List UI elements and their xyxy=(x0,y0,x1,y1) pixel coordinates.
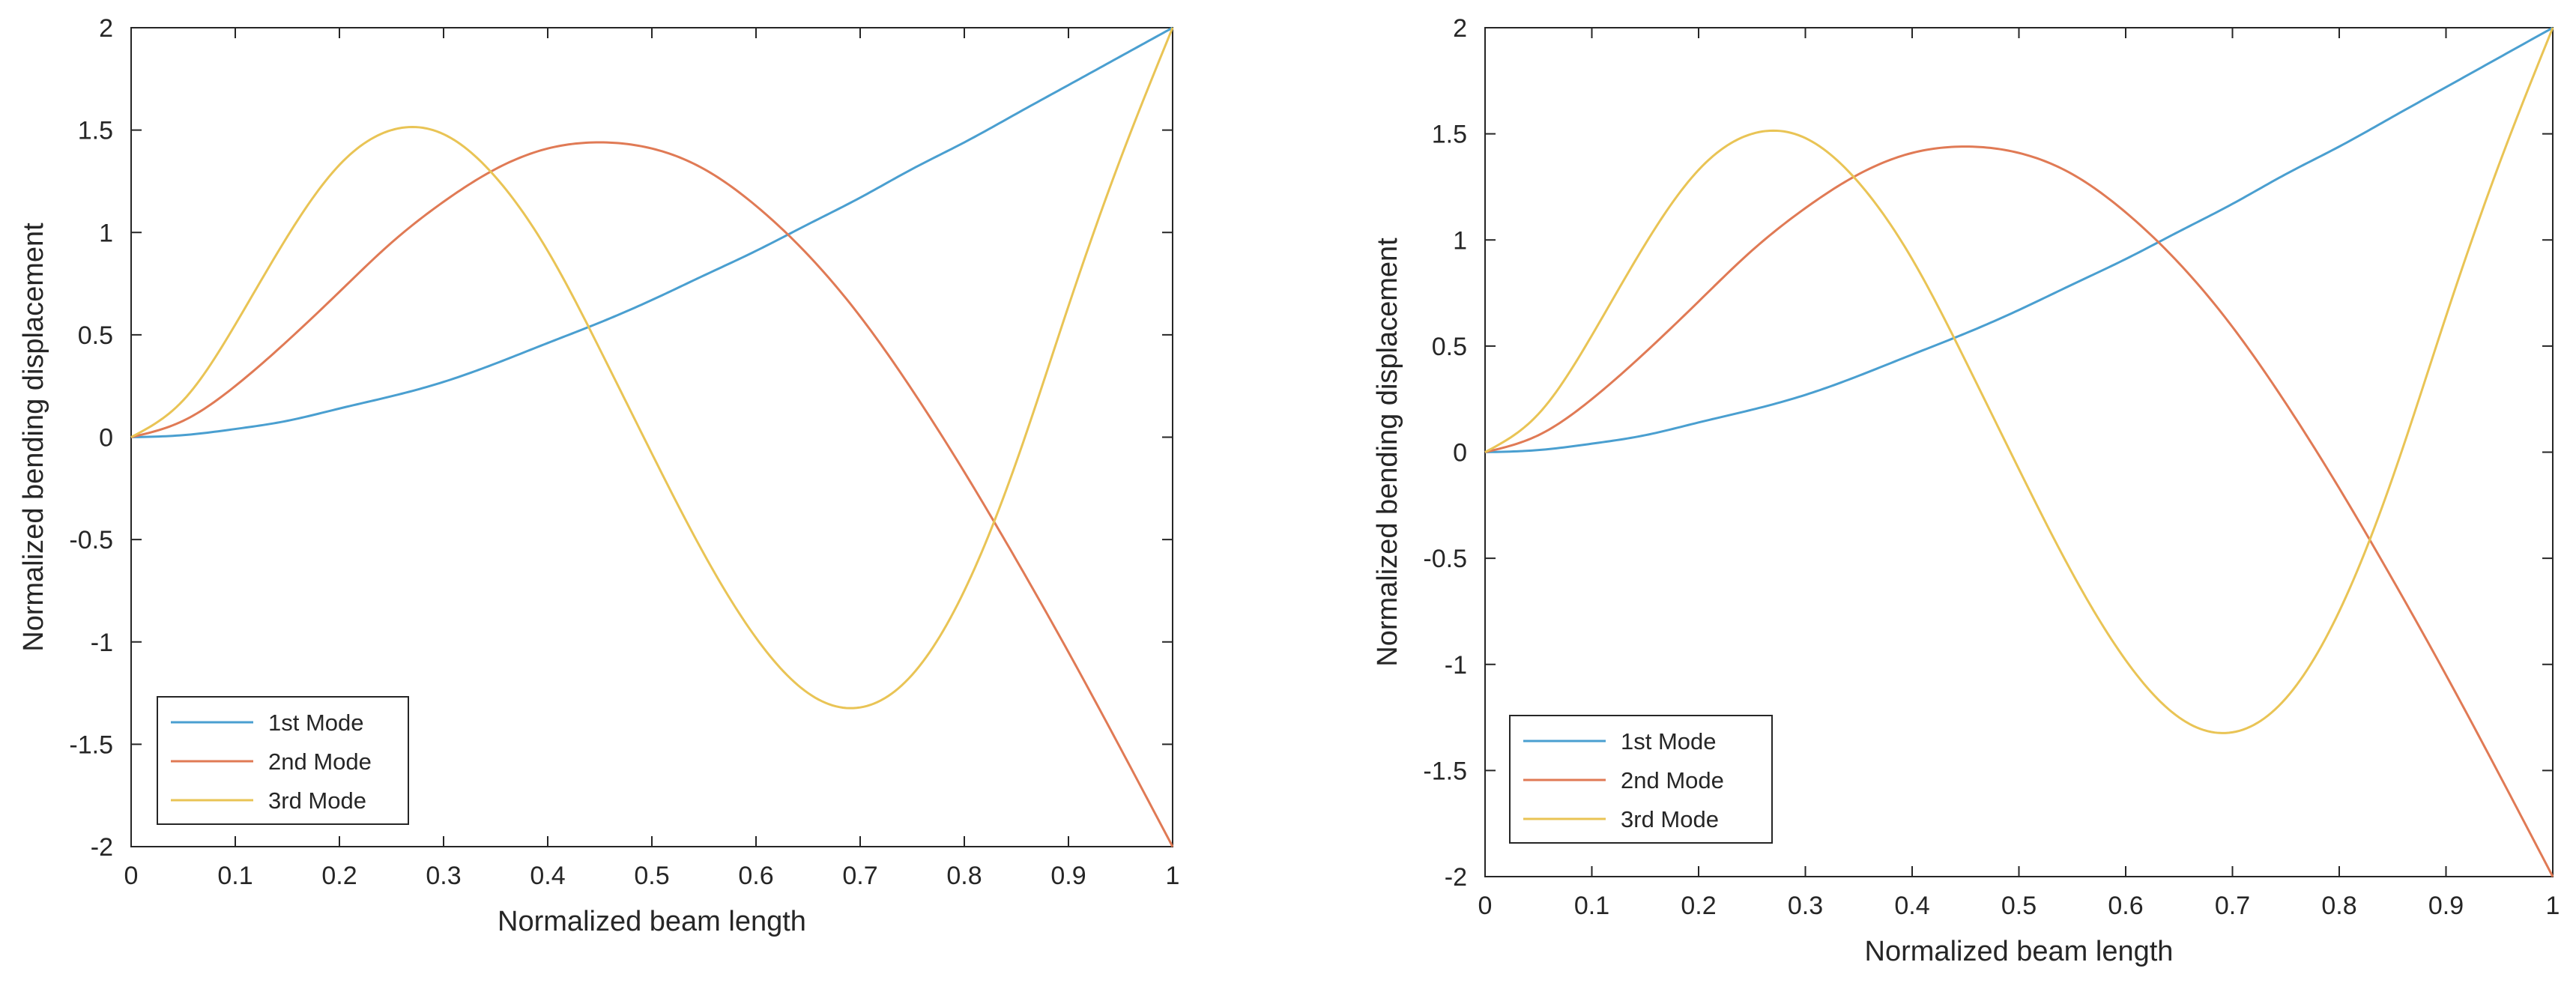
y-tick-label: -2 xyxy=(1445,863,1467,892)
x-tick-label: 0 xyxy=(124,862,139,890)
x-tick-label: 0.9 xyxy=(2428,892,2464,920)
x-tick-label: 0.3 xyxy=(426,862,461,890)
y-tick-label: -1 xyxy=(91,629,113,657)
series-line-3 xyxy=(130,27,1174,710)
y-tick-label: -2 xyxy=(91,833,113,862)
y-tick-label: -1 xyxy=(1445,651,1467,680)
x-tick-label: 0.8 xyxy=(946,862,982,890)
legend-label: 1st Mode xyxy=(1621,728,1717,754)
x-tick-label: 0.4 xyxy=(1894,892,1929,920)
y-tick-label: -1.5 xyxy=(69,731,113,759)
y-tick-label: -0.5 xyxy=(69,526,113,554)
x-tick-label: 1 xyxy=(2546,892,2560,920)
y-axis-label: Normalized bending displacement xyxy=(1372,238,1403,667)
y-tick-label: 2 xyxy=(1453,14,1467,43)
series-line-1 xyxy=(130,26,1173,438)
chart-2: 0 0.1 0.2 0.3 0.4 0.5 0.6 0.7 0.8 0.9 1 -2 -1.5 -1 -0.… xyxy=(1372,14,2560,967)
legend-label: 1st Mode xyxy=(268,710,364,736)
x-tick-label: 0.5 xyxy=(634,862,669,890)
x-tick-label: 0.7 xyxy=(842,862,877,890)
series-line-2 xyxy=(130,141,1174,847)
x-tick-label: 0.7 xyxy=(2215,892,2250,920)
y-tick-label: 0 xyxy=(99,424,113,453)
x-tick-label: 0.2 xyxy=(321,862,357,890)
x-axis-label: Normalized beam length xyxy=(498,906,806,937)
x-tick-label: 0.1 xyxy=(1574,892,1609,920)
y-tick-label: 2 xyxy=(99,14,113,43)
y-tick-label: -1.5 xyxy=(1423,757,1467,785)
series-line-1 xyxy=(1484,26,2554,453)
legend-label: 3rd Mode xyxy=(268,787,366,814)
x-tick-label: 0.1 xyxy=(217,862,253,890)
y-tick-label: 0 xyxy=(1453,439,1467,468)
legend-label: 2nd Mode xyxy=(268,748,372,775)
chart-1: 0 0.1 0.2 0.3 0.4 0.5 0.6 0.7 0.8 0.9 1 -2 -1.5 -1 -0.… xyxy=(18,14,1179,937)
y-tick-label: 1 xyxy=(99,219,113,247)
legend-label: 2nd Mode xyxy=(1621,767,1724,793)
x-tick-label: 0.2 xyxy=(1681,892,1716,920)
x-axis-label: Normalized beam length xyxy=(1865,936,2174,967)
legend-label: 3rd Mode xyxy=(1621,806,1719,832)
x-tick-label: 0.9 xyxy=(1050,862,1086,890)
y-tick-label: 1.5 xyxy=(1432,121,1467,149)
y-axis-label: Normalized bending displacement xyxy=(18,223,49,652)
x-tick-label: 0 xyxy=(1478,892,1493,920)
series-line-3 xyxy=(1484,27,2554,734)
y-tick-label: 1 xyxy=(1453,226,1467,255)
x-tick-label: 0.6 xyxy=(738,862,773,890)
x-tick-label: 0.6 xyxy=(2108,892,2143,920)
x-tick-label: 1 xyxy=(1166,862,1180,890)
x-tick-label: 0.4 xyxy=(530,862,565,890)
y-tick-label: 0.5 xyxy=(1432,333,1467,361)
y-tick-label: -0.5 xyxy=(1423,545,1467,573)
y-tick-label: 1.5 xyxy=(78,117,113,145)
x-tick-label: 0.3 xyxy=(1788,892,1823,920)
y-tick-label: 0.5 xyxy=(78,321,113,350)
x-tick-label: 0.5 xyxy=(2001,892,2037,920)
x-tick-label: 0.8 xyxy=(2321,892,2356,920)
series-line-2 xyxy=(1484,145,2554,877)
